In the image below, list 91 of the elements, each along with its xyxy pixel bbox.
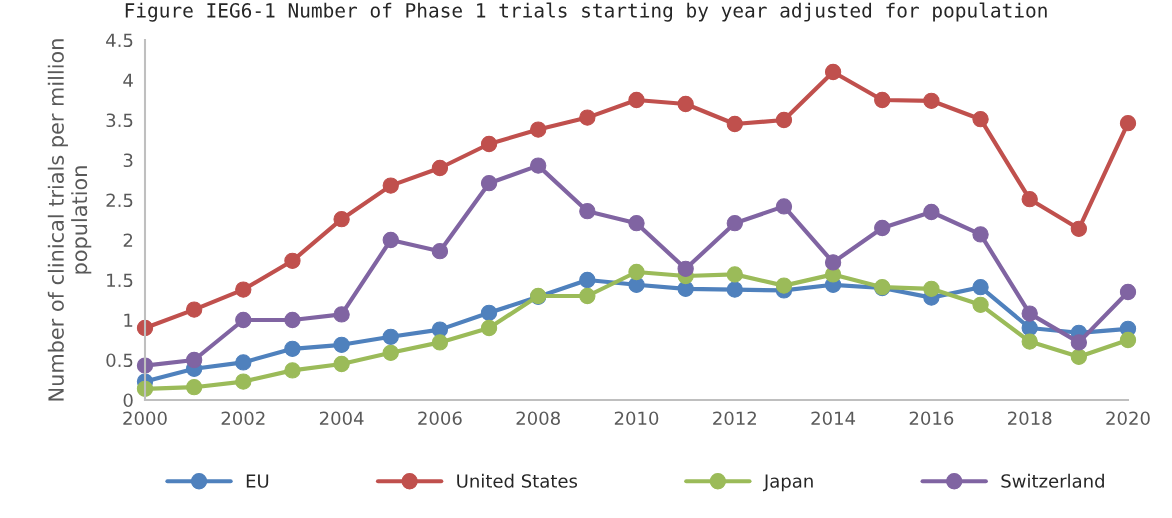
y-tick-label: 3.5 xyxy=(106,113,133,128)
x-tick-label: 2016 xyxy=(909,411,954,426)
point xyxy=(1070,334,1088,351)
point xyxy=(579,271,596,289)
point xyxy=(480,135,498,153)
point xyxy=(628,263,645,281)
x-tick-label: 2012 xyxy=(713,411,756,426)
point xyxy=(1070,348,1088,365)
point xyxy=(431,334,449,351)
point xyxy=(284,340,301,357)
point xyxy=(530,157,547,174)
y-tick-label: 4 xyxy=(123,73,133,87)
legend-label: Japan xyxy=(762,474,813,492)
point xyxy=(775,111,793,129)
x-tick-label: 2010 xyxy=(614,411,659,426)
point xyxy=(775,198,793,215)
point xyxy=(579,287,596,305)
point xyxy=(628,215,645,232)
point xyxy=(874,91,891,109)
point xyxy=(480,319,498,337)
point xyxy=(382,344,399,361)
y-tick-label: 1.5 xyxy=(107,273,133,288)
x-tick-label: 2004 xyxy=(319,411,364,426)
point xyxy=(824,63,842,81)
point xyxy=(1070,220,1088,237)
point xyxy=(726,115,743,133)
point xyxy=(579,109,596,126)
x-tick-label: 2014 xyxy=(811,411,856,426)
point xyxy=(1021,333,1038,350)
point xyxy=(284,362,301,379)
point xyxy=(235,354,252,371)
legend-label: Switzerland xyxy=(1001,473,1104,488)
point xyxy=(333,306,350,323)
y-tick-label: 4.5 xyxy=(106,33,133,48)
point xyxy=(1119,331,1137,349)
x-tick-label: 2002 xyxy=(221,411,265,426)
point xyxy=(972,296,989,313)
point xyxy=(185,351,203,369)
point xyxy=(923,92,940,109)
point xyxy=(579,203,596,220)
point xyxy=(382,328,399,345)
x-tick-label: 2006 xyxy=(418,411,462,426)
y-axis-title: Number of clinical trials per million population xyxy=(47,39,92,401)
point xyxy=(923,280,940,297)
chart-title: Figure IEG6-1 Number of Phase 1 trials starting by year adjusted for population xyxy=(125,2,1047,22)
point xyxy=(431,159,449,177)
point xyxy=(431,243,449,260)
y-tick-label: 3 xyxy=(123,153,133,168)
point xyxy=(333,355,350,373)
y-tick-label: 0 xyxy=(123,393,133,408)
point xyxy=(333,336,350,353)
point xyxy=(333,211,350,228)
y-tick-label: 2 xyxy=(123,233,133,247)
legend-label: United States xyxy=(457,473,578,488)
point xyxy=(1021,191,1038,208)
point xyxy=(726,215,743,232)
point xyxy=(824,254,842,271)
point xyxy=(480,304,498,321)
point xyxy=(628,91,645,109)
point xyxy=(235,281,252,298)
x-tick-label: 2020 xyxy=(1106,411,1150,426)
point xyxy=(284,252,301,269)
legend-label: EU xyxy=(246,474,269,488)
point xyxy=(972,279,989,296)
point xyxy=(382,231,399,249)
point xyxy=(972,111,989,128)
point xyxy=(1119,115,1137,132)
point xyxy=(480,175,498,192)
point xyxy=(726,266,743,283)
x-tick-label: 2008 xyxy=(516,411,560,426)
point xyxy=(677,95,694,113)
point xyxy=(775,277,793,294)
point xyxy=(530,121,547,138)
point xyxy=(382,177,399,194)
point xyxy=(235,311,252,329)
point xyxy=(185,301,203,318)
point xyxy=(726,281,743,298)
point xyxy=(923,203,940,221)
point xyxy=(972,226,989,243)
point xyxy=(1119,283,1137,301)
x-tick-label: 2018 xyxy=(1008,411,1052,426)
point xyxy=(874,219,891,237)
point xyxy=(1021,305,1038,322)
point xyxy=(284,311,301,329)
y-tick-label: 2.5 xyxy=(106,193,133,208)
y-tick-label: 0.5 xyxy=(106,353,133,368)
x-tick-label: 2000 xyxy=(123,411,167,426)
point xyxy=(677,260,694,277)
point xyxy=(235,373,252,390)
y-tick-label: 1 xyxy=(124,313,133,327)
point xyxy=(185,379,203,396)
